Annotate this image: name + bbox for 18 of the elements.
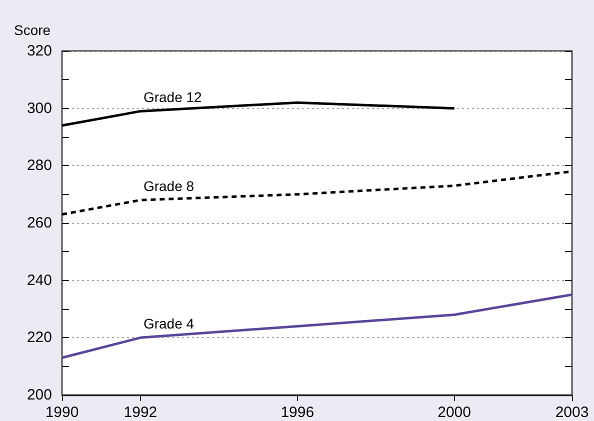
series-label: Grade 4 — [143, 316, 194, 332]
line-series — [60, 293, 574, 359]
y-tick-label: 260 — [26, 214, 52, 232]
y-tick-label: 300 — [26, 100, 52, 117]
y-axis-title: Score — [14, 22, 51, 38]
x-tick-label: 2003 — [555, 404, 589, 421]
x-tick-label: 1990 — [45, 404, 79, 421]
y-tick-label: 280 — [26, 157, 52, 174]
x-tick-label: 2000 — [438, 404, 471, 421]
y-tick-label: 240 — [26, 272, 52, 289]
x-tick-label: 1996 — [280, 404, 314, 421]
y-tick-label: 200 — [26, 386, 52, 404]
x-tick-label: 1992 — [124, 404, 158, 421]
y-tick-label: 320 — [26, 42, 52, 60]
line-series — [60, 101, 456, 127]
series-label: Grade 12 — [143, 89, 202, 106]
y-tick-label: 220 — [26, 329, 52, 346]
series-label: Grade 8 — [143, 178, 194, 194]
